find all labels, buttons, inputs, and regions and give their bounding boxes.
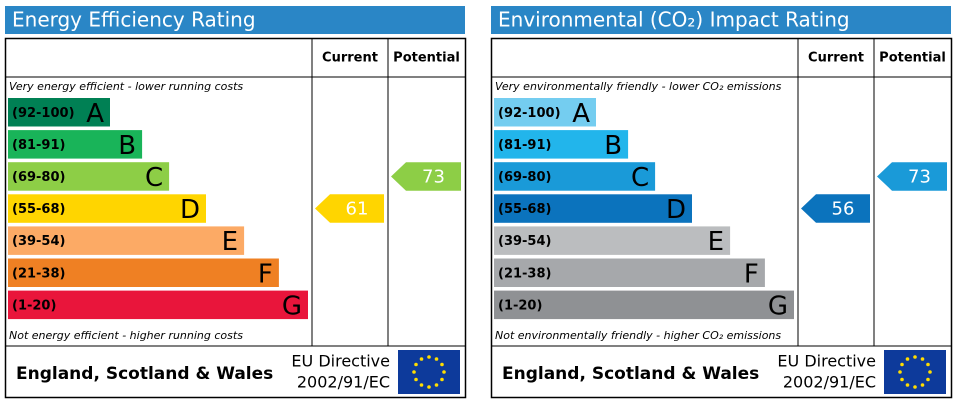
- band-letter: F: [258, 259, 273, 289]
- band-letter: E: [708, 227, 724, 257]
- band-bar: [494, 162, 656, 191]
- band-range: (69-80): [498, 170, 551, 185]
- band-letter: B: [118, 131, 136, 161]
- band-bar: [8, 226, 245, 255]
- rating-arrow: [877, 162, 947, 191]
- frame: [4, 37, 467, 399]
- band-range: (55-68): [498, 202, 551, 217]
- eu-star: [928, 370, 932, 374]
- rating-value: 73: [422, 166, 445, 187]
- eu-star: [440, 377, 444, 382]
- eu-star: [412, 370, 416, 374]
- band-bar: [494, 258, 765, 287]
- band-letter: A: [572, 99, 590, 129]
- frame: [490, 37, 953, 399]
- eu-star: [442, 370, 446, 374]
- band-range: (39-54): [12, 234, 65, 249]
- band-range: (39-54): [498, 234, 551, 249]
- band-range: (21-38): [498, 266, 551, 281]
- rating-value: 61: [346, 199, 369, 220]
- rating-value: 73: [908, 166, 931, 187]
- eu-star: [926, 377, 930, 382]
- band-range: (1-20): [12, 298, 56, 313]
- title-bar: [5, 6, 465, 34]
- directive-code: 2002/91/EC: [297, 373, 390, 392]
- panel-title: Energy Efficiency Rating: [12, 8, 256, 32]
- band-range: (92-100): [498, 106, 561, 121]
- rating-arrow: [391, 162, 461, 191]
- column-header: Potential: [393, 51, 460, 66]
- band-range: (1-20): [498, 298, 542, 313]
- band-bar: [494, 130, 629, 159]
- eu-star: [900, 377, 904, 382]
- band-letter: G: [282, 291, 302, 321]
- eu-star: [913, 355, 917, 359]
- top-note: Very energy efficient - lower running co…: [9, 80, 243, 93]
- band-range: (21-38): [12, 266, 65, 281]
- band-letter: C: [631, 163, 649, 193]
- band-range: (69-80): [12, 170, 65, 185]
- band-letter: D: [180, 195, 200, 225]
- band-letter: A: [86, 99, 104, 129]
- column-header: Potential: [879, 51, 946, 66]
- eu-star: [900, 362, 904, 367]
- bottom-note: Not environmentally friendly - higher CO…: [495, 329, 781, 342]
- eu-star: [434, 383, 439, 387]
- band-bar: [8, 130, 143, 159]
- eu-star: [427, 355, 431, 359]
- eu-star: [419, 383, 424, 387]
- band-bar: [8, 258, 279, 287]
- band-bar: [8, 194, 206, 223]
- band-bar: [494, 290, 794, 320]
- region: England, Scotland & Wales: [502, 364, 759, 384]
- bottom-note: Not energy efficient - higher running co…: [9, 329, 243, 342]
- eu-star: [905, 383, 910, 387]
- eu-star: [920, 357, 925, 361]
- eu-star: [913, 385, 917, 389]
- band-bar: [8, 98, 110, 127]
- band-range: (81-91): [498, 138, 551, 153]
- band-range: (92-100): [12, 106, 75, 121]
- directive-code: 2002/91/EC: [783, 373, 876, 392]
- eu-star: [905, 357, 910, 361]
- band-letter: C: [145, 163, 163, 193]
- rating-panel: Energy Efficiency Rating Current Potential…: [4, 6, 467, 399]
- directive: EU Directive: [291, 352, 390, 371]
- eu-star: [414, 362, 418, 367]
- band-bar: [8, 290, 308, 320]
- panel-title: Environmental (CO₂) Impact Rating: [498, 8, 850, 32]
- rating-value: 56: [832, 199, 855, 220]
- eu-star: [920, 383, 925, 387]
- eu-star: [926, 362, 930, 367]
- band-range: (81-91): [12, 138, 65, 153]
- band-letter: D: [666, 195, 686, 225]
- eu-star: [427, 385, 431, 389]
- directive: EU Directive: [777, 352, 876, 371]
- eu-star: [414, 377, 418, 382]
- rating-arrow: [315, 194, 384, 223]
- eu-star: [440, 362, 444, 367]
- column-header: Current: [808, 51, 864, 66]
- column-header: Current: [322, 51, 378, 66]
- band-letter: E: [222, 227, 238, 257]
- rating-panel: Environmental (CO₂) Impact Rating Current…: [490, 6, 953, 399]
- band-letter: F: [744, 259, 759, 289]
- eu-star: [434, 357, 439, 361]
- band-letter: B: [604, 131, 622, 161]
- region: England, Scotland & Wales: [16, 364, 273, 384]
- band-letter: G: [768, 291, 788, 321]
- band-bar: [8, 162, 170, 191]
- title-bar: [491, 6, 951, 34]
- band-bar: [494, 194, 692, 223]
- rating-arrow: [801, 194, 870, 223]
- band-bar: [494, 226, 731, 255]
- top-note: Very environmentally friendly - lower CO…: [495, 80, 782, 93]
- band-bar: [494, 98, 596, 127]
- band-range: (55-68): [12, 202, 65, 217]
- eu-star: [419, 357, 424, 361]
- eu-star: [898, 370, 902, 374]
